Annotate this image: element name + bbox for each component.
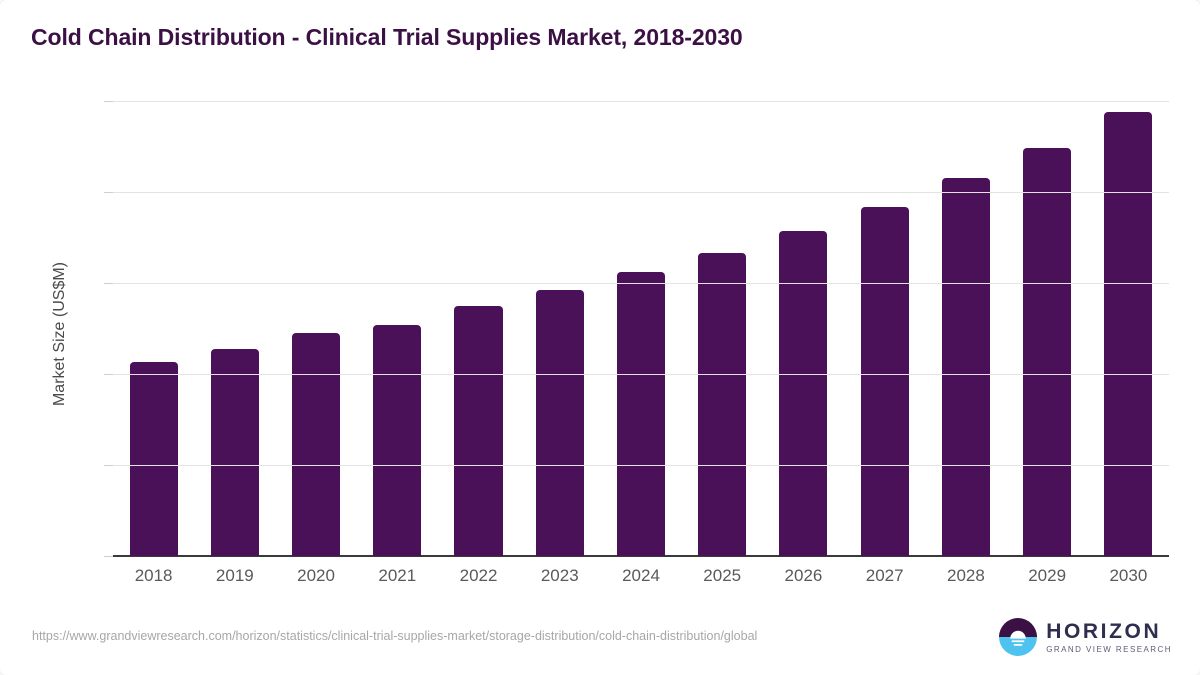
bar[interactable] bbox=[373, 324, 422, 556]
bar[interactable] bbox=[292, 332, 341, 556]
horizon-sun-circle-icon bbox=[999, 618, 1038, 656]
x-tick-label: 2025 bbox=[703, 566, 742, 585]
bar[interactable] bbox=[129, 362, 178, 556]
bar[interactable] bbox=[616, 272, 666, 556]
y-tick-mark bbox=[104, 556, 113, 557]
bar[interactable] bbox=[941, 178, 990, 556]
x-tick-label: 2019 bbox=[215, 566, 254, 585]
brand-logo: HORIZON GRAND VIEW RESEARCH bbox=[999, 618, 1172, 656]
y-tick-mark bbox=[104, 374, 113, 375]
gridline bbox=[113, 192, 1169, 193]
logo-text-block: HORIZON GRAND VIEW RESEARCH bbox=[1046, 621, 1172, 654]
gridline bbox=[113, 283, 1169, 284]
x-tick-label: 2024 bbox=[622, 566, 660, 585]
plot-area: 0501001502002502018201920202021202220232… bbox=[104, 101, 1169, 585]
x-axis-line bbox=[113, 555, 1169, 557]
x-tick-label: 2021 bbox=[378, 566, 417, 585]
bar[interactable] bbox=[860, 206, 909, 556]
bar[interactable] bbox=[535, 289, 584, 556]
y-tick-mark bbox=[104, 192, 113, 193]
x-tick-label: 2020 bbox=[297, 566, 335, 585]
y-tick-mark bbox=[104, 283, 113, 284]
x-tick-label: 2029 bbox=[1028, 566, 1067, 585]
bar[interactable] bbox=[1023, 148, 1072, 556]
bar[interactable] bbox=[698, 253, 747, 556]
source-url[interactable]: https://www.grandviewresearch.com/horizo… bbox=[32, 629, 758, 643]
y-tick-mark bbox=[104, 101, 113, 102]
logo-wordmark: HORIZON bbox=[1046, 619, 1162, 643]
logo-tagline: GRAND VIEW RESEARCH bbox=[1046, 644, 1172, 654]
y-axis-title: Market Size (US$M) bbox=[51, 261, 68, 407]
gridline bbox=[113, 465, 1169, 466]
bar[interactable] bbox=[210, 348, 259, 556]
x-tick-label: 2026 bbox=[784, 566, 823, 585]
x-tick-label: 2018 bbox=[134, 566, 173, 585]
x-tick-label: 2027 bbox=[865, 566, 904, 585]
bars-layer bbox=[113, 101, 1169, 556]
x-tick-label: 2028 bbox=[947, 566, 985, 585]
x-tick-label: 2023 bbox=[540, 566, 579, 585]
gridline bbox=[113, 374, 1169, 375]
bar[interactable] bbox=[454, 305, 503, 556]
x-tick-label: 2030 bbox=[1109, 566, 1148, 585]
bar[interactable] bbox=[1104, 111, 1153, 556]
x-tick-label: 2022 bbox=[459, 566, 498, 585]
page-title: Cold Chain Distribution - Clinical Trial… bbox=[31, 24, 743, 50]
y-tick-mark bbox=[104, 465, 113, 466]
bar[interactable] bbox=[779, 231, 828, 556]
gridline bbox=[113, 101, 1169, 102]
